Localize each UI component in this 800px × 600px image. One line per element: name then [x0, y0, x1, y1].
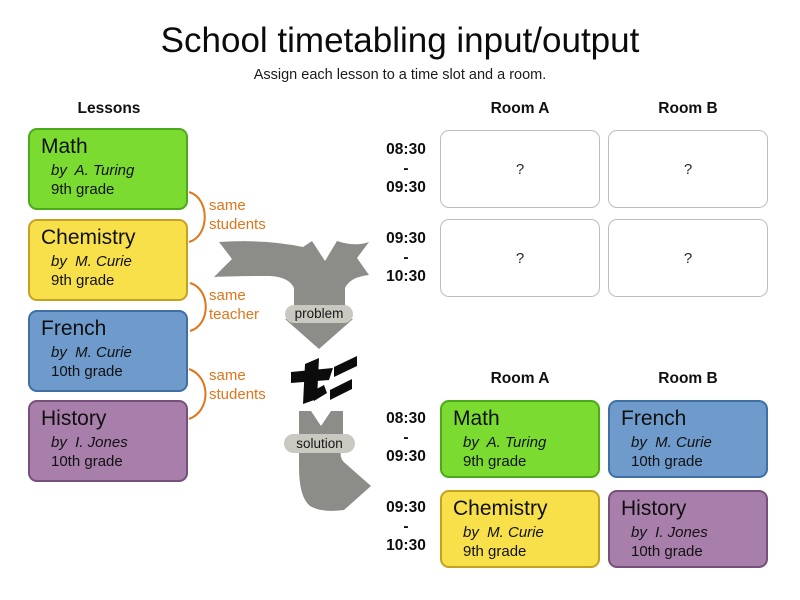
- constraint-label-same-teacher: same teacher: [209, 287, 260, 323]
- timeslot-end: 10:30: [386, 537, 426, 554]
- page-title: School timetabling input/output: [160, 21, 640, 60]
- solution-cell-french: French by M. Curie 10th grade: [608, 400, 768, 478]
- lesson-grade: 9th grade: [463, 453, 527, 470]
- solution-arrow-icon: [299, 411, 371, 511]
- problem-grid-room-b-header: Room B: [658, 100, 718, 117]
- timeslot-start: 08:30: [386, 141, 426, 158]
- timeslot-label-0830-0930: 08:30 - 09:30: [374, 140, 438, 197]
- lesson-teacher: by M. Curie: [51, 253, 132, 270]
- timeslot-start: 09:30: [386, 230, 426, 247]
- lesson-teacher: by M. Curie: [631, 434, 712, 451]
- timeslot-end: 10:30: [386, 268, 426, 285]
- lesson-grade: 10th grade: [51, 363, 123, 380]
- lesson-grade: 10th grade: [631, 453, 703, 470]
- solution-grid-room-a-header: Room A: [490, 370, 550, 387]
- timeslot-label-0930-1030: 09:30 - 10:30: [374, 498, 438, 555]
- constraint-brace-icon: [189, 282, 207, 332]
- solution-pill: solution: [284, 434, 355, 453]
- problem-cell-room-a-slot-2: ?: [440, 219, 600, 297]
- problem-pill: problem: [285, 305, 353, 323]
- timefold-logo-icon: [291, 356, 357, 404]
- constraint-brace-icon: [188, 191, 206, 243]
- flow-diagram: [214, 241, 371, 511]
- lesson-teacher: by M. Curie: [463, 524, 544, 541]
- problem-arrow-icon: [214, 241, 369, 349]
- lesson-teacher: by I. Jones: [631, 524, 708, 541]
- lesson-grade: 9th grade: [51, 181, 115, 198]
- lessons-column-header: Lessons: [77, 100, 141, 117]
- solution-cell-chemistry: Chemistry by M. Curie 9th grade: [440, 490, 600, 568]
- question-mark: ?: [515, 249, 525, 267]
- timeslot-label-0930-1030: 09:30 - 10:30: [374, 229, 438, 286]
- timeslot-separator: -: [403, 160, 409, 177]
- timeslot-label-0830-0930: 08:30 - 09:30: [374, 409, 438, 466]
- problem-grid-room-a-header: Room A: [490, 100, 550, 117]
- question-mark: ?: [683, 160, 693, 178]
- lesson-card-chemistry: Chemistry by M. Curie 9th grade: [28, 219, 188, 301]
- lesson-name: History: [621, 497, 687, 520]
- problem-cell-room-b-slot-2: ?: [608, 219, 768, 297]
- lesson-name: Chemistry: [41, 226, 136, 249]
- lesson-grade: 10th grade: [631, 543, 703, 560]
- question-mark: ?: [683, 249, 693, 267]
- lesson-name: Math: [453, 407, 500, 430]
- lesson-teacher: by A. Turing: [51, 162, 135, 179]
- lesson-name: French: [41, 317, 107, 340]
- lesson-teacher: by M. Curie: [51, 344, 132, 361]
- timeslot-end: 09:30: [386, 448, 426, 465]
- solution-cell-math: Math by A. Turing 9th grade: [440, 400, 600, 478]
- lesson-grade: 9th grade: [463, 543, 527, 560]
- timeslot-start: 09:30: [386, 499, 426, 516]
- lesson-name: Chemistry: [453, 497, 548, 520]
- page-subtitle: Assign each lesson to a time slot and a …: [253, 67, 547, 83]
- problem-cell-room-b-slot-1: ?: [608, 130, 768, 208]
- lesson-name: Math: [41, 135, 88, 158]
- constraint-brace-icon: [188, 368, 207, 420]
- constraint-label-same-students-1: same students: [209, 197, 266, 233]
- timeslot-separator: -: [403, 249, 409, 266]
- constraint-braces: [188, 191, 207, 420]
- problem-cell-room-a-slot-1: ?: [440, 130, 600, 208]
- lesson-name: French: [621, 407, 687, 430]
- lesson-grade: 9th grade: [51, 272, 115, 289]
- lesson-name: History: [41, 407, 107, 430]
- lesson-card-history: History by I. Jones 10th grade: [28, 400, 188, 482]
- solution-grid-room-b-header: Room B: [658, 370, 718, 387]
- timeslot-end: 09:30: [386, 179, 426, 196]
- lesson-teacher: by A. Turing: [463, 434, 547, 451]
- timeslot-start: 08:30: [386, 410, 426, 427]
- timeslot-separator: -: [403, 429, 409, 446]
- question-mark: ?: [515, 160, 525, 178]
- timeslot-separator: -: [403, 518, 409, 535]
- lesson-card-french: French by M. Curie 10th grade: [28, 310, 188, 392]
- lesson-card-math: Math by A. Turing 9th grade: [28, 128, 188, 210]
- lesson-grade: 10th grade: [51, 453, 123, 470]
- lesson-teacher: by I. Jones: [51, 434, 128, 451]
- solution-cell-history: History by I. Jones 10th grade: [608, 490, 768, 568]
- constraint-label-same-students-2: same students: [209, 367, 266, 403]
